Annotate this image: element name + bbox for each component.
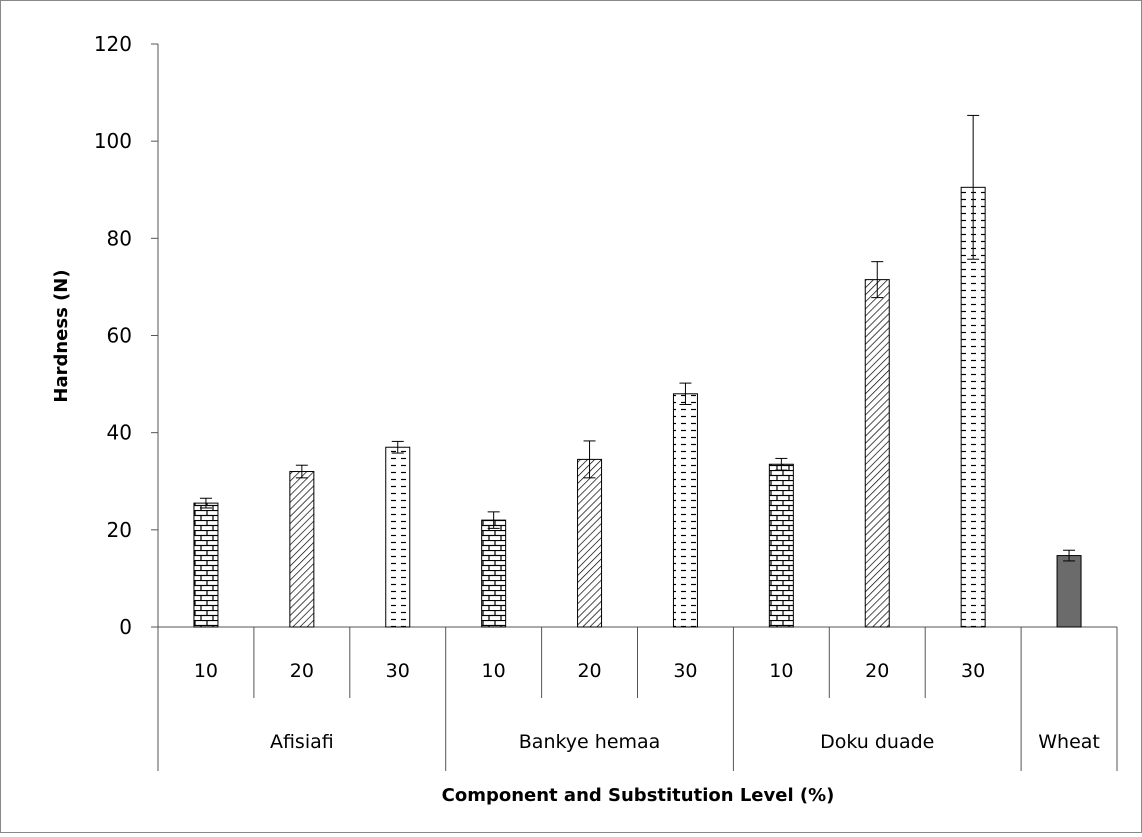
y-tick-label: 0 bbox=[119, 615, 132, 639]
y-tick-label: 100 bbox=[94, 129, 132, 153]
x-axis-title: Component and Substitution Level (%) bbox=[442, 785, 835, 806]
x-group-label: Afisiafi bbox=[270, 731, 334, 753]
y-tick-label: 120 bbox=[94, 32, 132, 56]
x-category-label: 10 bbox=[482, 660, 506, 682]
x-group-label: Bankye hemaa bbox=[519, 731, 661, 753]
x-category-label: 20 bbox=[865, 660, 889, 682]
x-category-label: 10 bbox=[194, 660, 218, 682]
x-group-label: Doku duade bbox=[820, 731, 934, 753]
bar bbox=[1056, 555, 1082, 628]
bar bbox=[385, 446, 411, 628]
y-tick-label: 40 bbox=[107, 421, 132, 445]
y-tick-label: 80 bbox=[107, 226, 132, 250]
x-category-label: 20 bbox=[290, 660, 314, 682]
x-category-label: 30 bbox=[386, 660, 410, 682]
y-tick-label: 20 bbox=[107, 518, 132, 542]
x-category-label: 20 bbox=[577, 660, 601, 682]
x-category-label: 30 bbox=[673, 660, 697, 682]
bar bbox=[577, 458, 603, 628]
x-category-label: 10 bbox=[769, 660, 793, 682]
y-axis-title: Hardness (N) bbox=[51, 269, 72, 402]
bar bbox=[672, 393, 698, 628]
bar bbox=[768, 463, 794, 628]
y-tick-label: 60 bbox=[107, 324, 132, 348]
bar bbox=[193, 502, 219, 628]
bar bbox=[864, 279, 890, 628]
bar bbox=[289, 471, 315, 628]
bar bbox=[481, 519, 507, 628]
plot-area: 0 20 40 60 80 100 120 10 20 30 10 20 30 10 20 30 Afisiaf… bbox=[94, 32, 1118, 771]
x-category-label: 30 bbox=[961, 660, 985, 682]
x-group-label: Wheat bbox=[1038, 731, 1100, 753]
